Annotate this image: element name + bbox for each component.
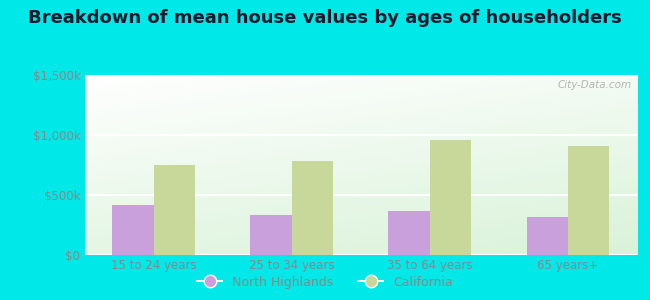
Bar <box>389 211 430 255</box>
Bar <box>292 161 333 255</box>
Bar <box>526 217 568 255</box>
Legend: North Highlands, California: North Highlands, California <box>192 271 458 294</box>
Bar <box>112 205 153 255</box>
Bar <box>568 146 610 255</box>
Bar <box>250 215 292 255</box>
Bar <box>430 140 471 255</box>
Text: City-Data.com: City-Data.com <box>557 80 632 90</box>
Text: Breakdown of mean house values by ages of householders: Breakdown of mean house values by ages o… <box>28 9 622 27</box>
Bar <box>153 165 195 255</box>
